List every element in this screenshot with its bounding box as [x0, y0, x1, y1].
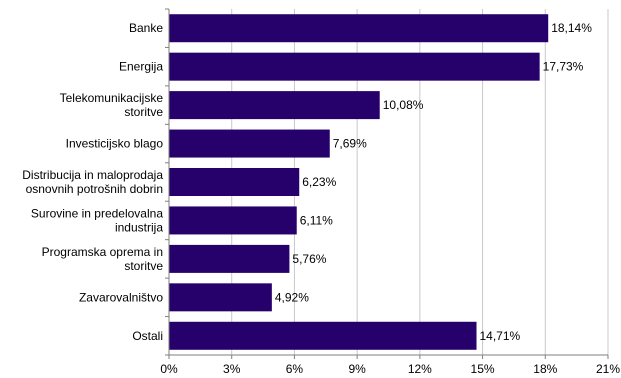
data-label: 17,73%	[543, 60, 584, 74]
category-label: Investicijsko blago	[66, 137, 164, 151]
x-tick-label: 0%	[160, 362, 178, 376]
bars	[169, 14, 549, 350]
category-label: Energija	[119, 60, 163, 74]
x-tick-label: 12%	[408, 362, 432, 376]
bar	[169, 244, 290, 273]
bar	[169, 129, 330, 158]
data-label: 10,08%	[383, 98, 424, 112]
bar	[169, 321, 477, 350]
axes	[165, 8, 609, 359]
category-label: Zavarovalništvo	[79, 290, 163, 304]
category-label: osnovnih potrošnih dobrin	[26, 182, 163, 196]
x-tick-label: 18%	[533, 362, 557, 376]
data-label: 6,23%	[302, 175, 336, 189]
data-label: 14,71%	[480, 329, 521, 343]
bar	[169, 52, 540, 81]
data-label: 5,76%	[292, 252, 326, 266]
bar	[169, 168, 300, 196]
category-label: storitve	[124, 105, 163, 119]
bar	[169, 206, 297, 235]
bar	[169, 91, 380, 120]
x-tick-label: 3%	[223, 362, 241, 376]
data-label: 18,14%	[551, 21, 592, 35]
category-labels: BankeEnergijaTelekomunikacijskestoritveI…	[22, 21, 163, 343]
bar	[169, 283, 272, 312]
data-label: 6,11%	[300, 213, 333, 227]
data-label: 7,69%	[333, 137, 367, 151]
x-tick-label: 6%	[286, 362, 304, 376]
category-label: Surovine in predelovalna	[31, 206, 163, 220]
category-label: Banke	[129, 21, 163, 35]
x-tick-label: 21%	[596, 362, 620, 376]
x-tick-label: 15%	[471, 362, 495, 376]
x-tick-labels: 0% 3% 6% 9% 12% 15% 18% 21%	[160, 362, 620, 376]
category-label: Ostali	[132, 329, 163, 343]
category-label: Distribucija in maloprodaja	[22, 168, 163, 182]
category-label: Telekomunikacijske	[60, 91, 164, 105]
category-label: industrija	[115, 220, 163, 234]
bar	[169, 14, 549, 43]
x-tick-label: 9%	[348, 362, 366, 376]
value-labels: 18,14% 17,73% 10,08% 7,69% 6,23% 6,11% 5,76% 4,…	[275, 21, 592, 343]
category-label: Programska oprema in	[42, 245, 163, 259]
category-label: storitve	[124, 259, 163, 273]
data-label: 4,92%	[275, 290, 309, 304]
